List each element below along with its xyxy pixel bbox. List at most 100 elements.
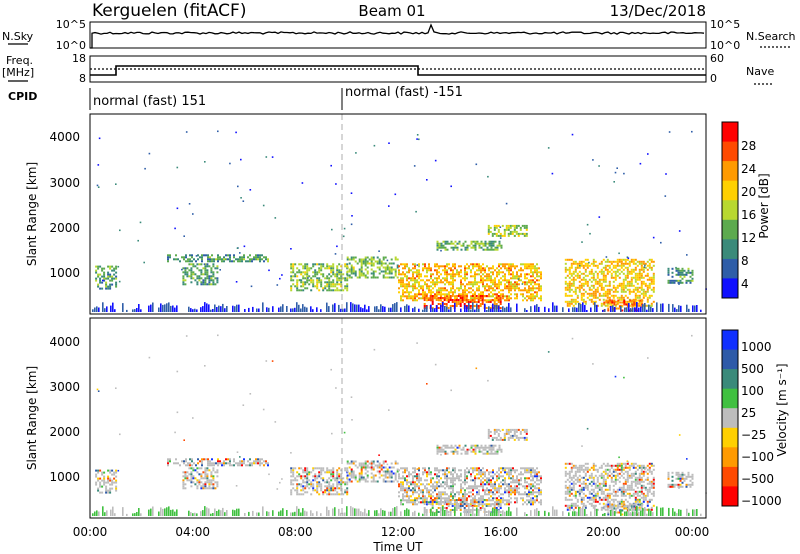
power-cell — [498, 271, 500, 274]
power-cell — [340, 277, 343, 280]
power-cell — [166, 303, 168, 312]
power-cell — [402, 293, 404, 296]
velocity-cell — [490, 489, 492, 492]
power-cell — [109, 285, 112, 288]
power-cell — [414, 299, 416, 302]
power-cell — [685, 271, 688, 274]
velocity-cell — [464, 471, 466, 474]
power-cell — [476, 265, 478, 268]
nsearch-tick-top: 10^5 — [710, 18, 740, 31]
power-cell — [667, 281, 670, 284]
velocity-cell — [620, 466, 623, 469]
velocity-cell — [532, 493, 534, 496]
power-cell — [522, 289, 524, 292]
velocity-cell — [473, 509, 476, 511]
power-cell — [408, 295, 410, 298]
velocity-cell — [517, 438, 520, 441]
velocity-cell — [348, 478, 351, 481]
power-cell — [346, 279, 349, 282]
velocity-cell — [392, 480, 395, 483]
power-cell — [486, 277, 488, 280]
velocity-cell — [382, 470, 385, 473]
velocity-cell — [610, 472, 613, 475]
power-cell — [418, 269, 420, 272]
power-cell — [338, 277, 341, 280]
power-cell — [536, 291, 538, 294]
velocity-cell — [594, 496, 597, 499]
power-cell — [336, 269, 339, 272]
velocity-cell — [334, 479, 337, 482]
velocity-cell — [508, 495, 510, 498]
velocity-cell — [494, 501, 496, 504]
power-cell — [454, 263, 456, 266]
velocity-cell — [350, 472, 353, 475]
power-cell — [235, 281, 238, 283]
velocity-cell — [476, 469, 478, 472]
velocity-cell — [506, 489, 508, 492]
velocity-cell — [580, 498, 583, 501]
power-cell — [227, 258, 229, 261]
velocity-cell — [610, 498, 613, 501]
power-cell — [463, 303, 466, 305]
power-cell — [252, 306, 254, 312]
power-cell — [626, 284, 629, 287]
power-cell — [540, 297, 542, 300]
power-cell — [400, 273, 402, 276]
velocity-cell — [394, 478, 397, 481]
velocity-cell — [454, 477, 456, 480]
power-cell — [606, 288, 609, 291]
power-cell — [404, 291, 406, 294]
velocity-cell — [622, 492, 625, 495]
power-ytick: 3000 — [49, 176, 80, 190]
velocity-cell — [532, 477, 534, 480]
velocity-cell — [460, 503, 462, 506]
velocity-cell — [513, 434, 516, 437]
power-cell — [438, 242, 441, 245]
velocity-cell — [590, 496, 593, 499]
velocity-cell — [516, 477, 518, 480]
velocity-cell — [596, 494, 599, 497]
power-cell — [586, 264, 589, 267]
velocity-cell — [410, 489, 412, 492]
velocity-cell — [450, 487, 452, 490]
power-cell — [504, 265, 506, 268]
power-cell — [444, 269, 446, 272]
power-cell — [694, 305, 696, 312]
power-cell — [458, 265, 460, 268]
power-cell — [424, 267, 426, 270]
velocity-cell — [364, 466, 367, 469]
power-cell — [430, 281, 432, 284]
power-cell — [350, 276, 353, 279]
power-cell — [404, 273, 406, 276]
velocity-cell — [304, 475, 307, 478]
velocity-cell — [384, 480, 387, 483]
power-cell — [459, 305, 462, 307]
velocity-cell — [408, 487, 410, 490]
velocity-cell — [318, 485, 321, 488]
power-cell — [492, 289, 494, 292]
velocity-cell — [386, 470, 389, 473]
velocity-cell — [481, 501, 484, 503]
power-cell — [468, 281, 470, 284]
power-cell — [446, 277, 448, 280]
power-cell — [340, 265, 343, 268]
velocity-cell — [292, 469, 295, 472]
power-cell — [677, 279, 680, 282]
power-cell — [667, 273, 670, 276]
velocity-cell — [97, 479, 100, 482]
power-cell — [460, 285, 462, 288]
velocity-cell — [614, 474, 617, 477]
velocity-cell — [602, 478, 605, 481]
velocity-cell — [590, 484, 593, 487]
velocity-cell — [366, 460, 369, 463]
velocity-cell — [572, 482, 575, 485]
power-cell — [576, 286, 579, 289]
power-cell — [638, 302, 641, 305]
velocity-cell — [109, 489, 112, 492]
power-cell — [400, 297, 402, 300]
power-cell — [438, 291, 440, 294]
velocity-cell — [212, 477, 215, 480]
power-cell — [592, 159, 594, 161]
power-cell — [442, 244, 445, 247]
velocity-cell — [352, 474, 355, 477]
